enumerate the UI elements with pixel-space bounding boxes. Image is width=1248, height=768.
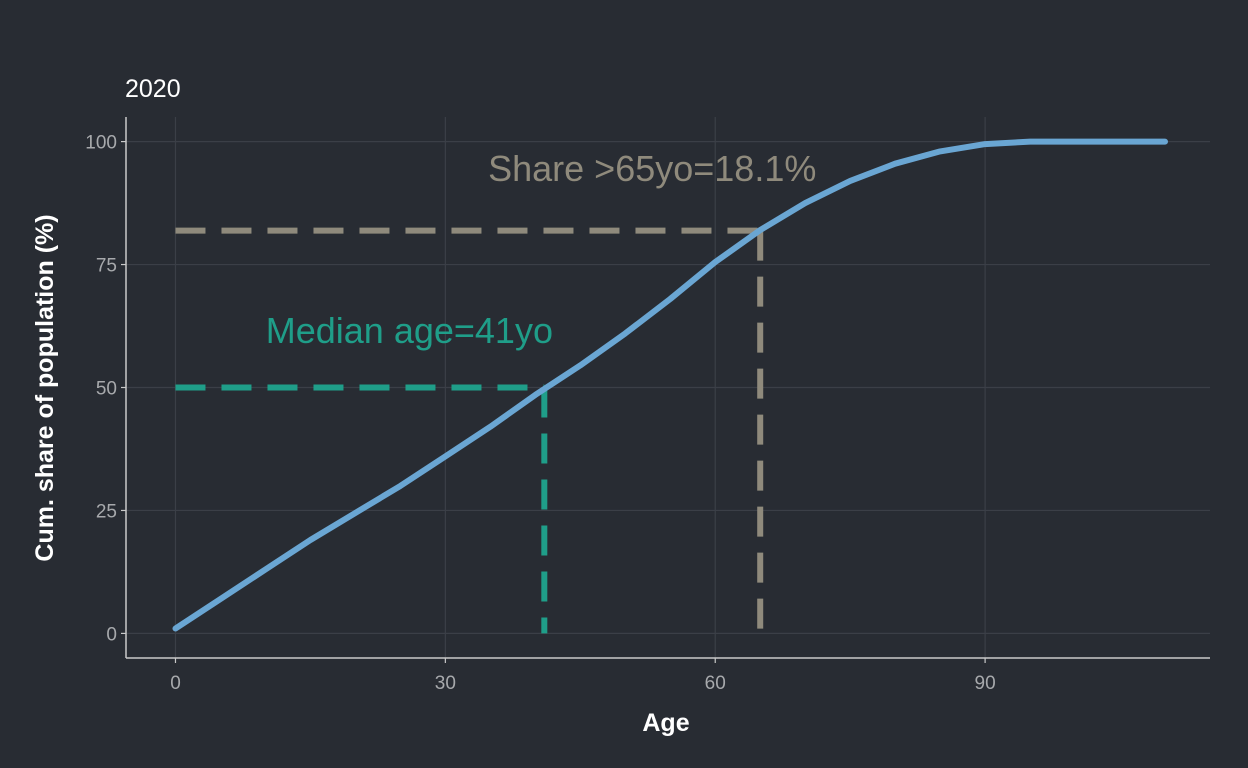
y-tick-label: 75: [96, 256, 117, 277]
annotation-label: Share >65yo=18.1%: [488, 148, 816, 189]
reference-lines: [175, 227, 764, 634]
x-axis-title: Age: [642, 709, 689, 737]
x-tick-label: 90: [975, 673, 996, 694]
x-axis-ticks: 0 30 60 90: [170, 658, 996, 694]
y-axis-ticks: 0 25 50 75 100: [85, 133, 126, 645]
annotation-label: Median age=41yo: [266, 310, 553, 351]
x-tick-label: 30: [435, 673, 456, 694]
chart-title: 2020: [125, 75, 181, 103]
y-tick-label: 0: [106, 624, 117, 645]
y-tick-label: 50: [96, 379, 117, 400]
x-tick-label: 0: [170, 673, 181, 694]
y-axis-title: Cum. share of population (%): [31, 214, 59, 561]
x-tick-label: 60: [705, 673, 726, 694]
series-line-cumulative-share: [172, 138, 1168, 632]
y-tick-label: 100: [85, 133, 117, 154]
y-tick-label: 25: [96, 501, 117, 522]
annotation-labels: Median age=41yo Share >65yo=18.1%: [266, 148, 817, 351]
